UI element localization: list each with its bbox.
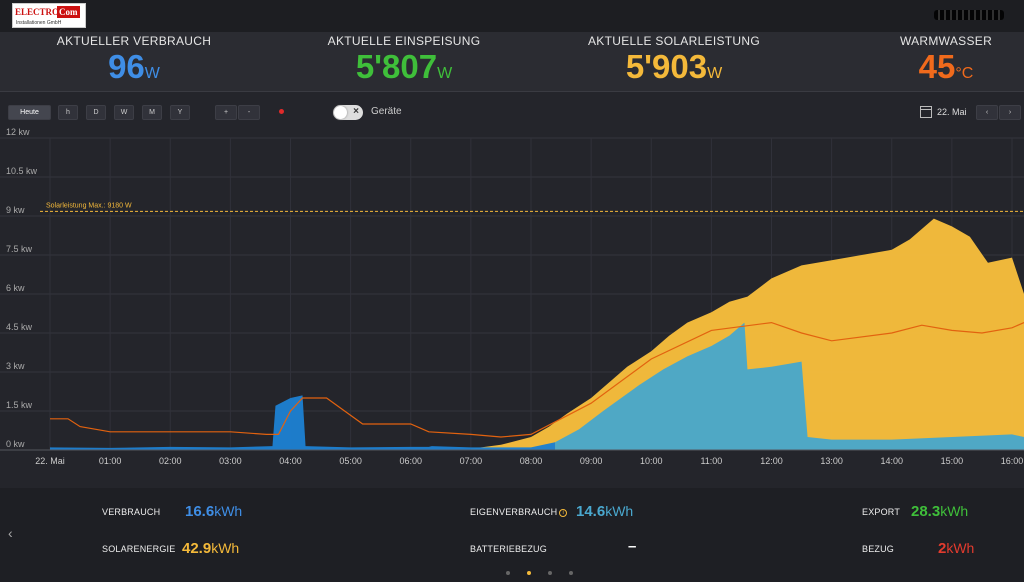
zoom-out-button[interactable]: - — [238, 105, 260, 120]
logo-text-1: ELECTRO — [15, 7, 60, 17]
x-tick-label: 10:00 — [640, 456, 663, 466]
toggle-off-icon: × — [353, 106, 359, 117]
top-bar: ELECTRO Com Installationen GmbH — [0, 0, 1024, 32]
today-button[interactable]: Heute — [8, 105, 51, 120]
y-tick-label: 0 kw — [6, 439, 25, 449]
summary-verbrauch-label: VERBRAUCH — [102, 507, 161, 517]
stat-warmwasser: WARMWASSER 45°C — [888, 32, 1004, 93]
summary-solar-label: SOLARENERGIE — [102, 544, 176, 554]
x-tick-label: 14:00 — [880, 456, 903, 466]
y-tick-label: 1.5 kw — [6, 400, 33, 410]
summary-bezug-value: 2kWh — [938, 540, 975, 557]
summary-bezug-label: BEZUG — [862, 544, 895, 554]
range-hour-button[interactable]: h — [58, 105, 78, 120]
y-tick-label: 12 kw — [6, 127, 30, 137]
x-tick-label: 22. Mai — [35, 456, 65, 466]
chart-toolbar: Heute h D W M Y + - ‹ › — [0, 100, 1024, 126]
y-tick-label: 3 kw — [6, 361, 25, 371]
series-area-solarleistung — [470, 218, 1024, 450]
stat-value: 5'807W — [355, 48, 453, 85]
summary-export-value: 28.3kWh — [911, 503, 969, 520]
x-tick-label: 04:00 — [279, 456, 302, 466]
toggle-knob — [334, 106, 347, 119]
y-tick-label: 4.5 kw — [6, 322, 33, 332]
devices-toggle-label: Geräte — [371, 106, 402, 117]
selected-date[interactable]: 22. Mai — [937, 107, 967, 117]
x-tick-label: 11:00 — [700, 456, 722, 466]
daily-summary — [0, 488, 1024, 582]
calendar-icon[interactable] — [920, 106, 932, 118]
x-tick-label: 09:00 — [580, 456, 603, 466]
range-week-button[interactable]: W — [114, 105, 134, 120]
range-day-button[interactable]: D — [86, 105, 106, 120]
logo-text-2: Com — [57, 6, 80, 18]
page-dot-4[interactable] — [569, 571, 573, 575]
stat-solarleistung: AKTUELLE SOLARLEISTUNG 5'903W — [588, 32, 760, 93]
x-tick-label: 06:00 — [399, 456, 422, 466]
prev-day-button[interactable]: ‹ — [976, 105, 998, 120]
summary-solar-value: 42.9kWh — [182, 540, 240, 557]
live-indicator-dot — [279, 109, 284, 114]
stat-value: 96W — [108, 48, 160, 85]
y-tick-label: 10.5 kw — [6, 166, 38, 176]
summary-eigen-value: 14.6kWh — [576, 503, 634, 520]
x-tick-label: 13:00 — [820, 456, 843, 466]
stat-label: AKTUELLE SOLARLEISTUNG — [588, 34, 760, 48]
back-arrow-icon[interactable]: ‹ — [8, 525, 13, 541]
power-chart[interactable]: 0 kw 1.5 kw 3 kw 4.5 kw 6 kw 7.5 kw 9 kw 10.5 k… — [0, 126, 1024, 471]
series-area-eigenverbrauch — [555, 322, 1024, 450]
y-tick-label: 7.5 kw — [6, 244, 33, 254]
page-dot-1[interactable] — [506, 571, 510, 575]
stat-label: AKTUELLE EINSPEISUNG — [327, 34, 481, 48]
summary-eigen-label: EIGENVERBRAUCH i — [470, 507, 568, 517]
x-tick-label: 12:00 — [760, 456, 783, 466]
page-dot-3[interactable] — [548, 571, 552, 575]
live-stats-bar: AKTUELLER VERBRAUCH 96W AKTUELLE EINSPEI… — [0, 32, 1024, 92]
user-name-redacted[interactable] — [934, 10, 1004, 20]
series-area-verbrauch — [50, 395, 556, 450]
devices-toggle[interactable]: × — [333, 105, 363, 120]
range-month-button[interactable]: M — [142, 105, 162, 120]
x-tick-label: 02:00 — [159, 456, 182, 466]
info-icon[interactable]: i — [559, 509, 568, 517]
page-dot-2[interactable] — [527, 571, 531, 575]
summary-verbrauch-value: 16.6kWh — [185, 503, 243, 520]
stat-label: AKTUELLER VERBRAUCH — [56, 34, 212, 48]
x-tick-label: 08:00 — [520, 456, 543, 466]
stat-value: 45°C — [918, 48, 974, 85]
company-logo[interactable]: ELECTRO Com Installationen GmbH — [12, 3, 86, 28]
summary-batterie-label: BATTERIEBEZUG — [470, 544, 547, 554]
y-tick-label: 6 kw — [6, 283, 25, 293]
x-tick-label: 16:00 — [1001, 456, 1024, 466]
stat-verbrauch: AKTUELLER VERBRAUCH 96W — [56, 32, 212, 93]
logo-subtext: Installationen GmbH — [16, 20, 62, 26]
zoom-in-button[interactable]: + — [215, 105, 237, 120]
stat-einspeisung: AKTUELLE EINSPEISUNG 5'807W — [324, 32, 484, 93]
stat-value: 5'903W — [625, 48, 723, 85]
x-tick-label: 01:00 — [99, 456, 122, 466]
range-year-button[interactable]: Y — [170, 105, 190, 120]
x-tick-label: 07:00 — [460, 456, 483, 466]
x-tick-label: 15:00 — [941, 456, 964, 466]
x-tick-label: 05:00 — [339, 456, 362, 466]
summary-export-label: EXPORT — [862, 507, 901, 517]
series-line-warmwasser — [50, 321, 1024, 438]
stat-label: WARMWASSER — [899, 34, 993, 48]
summary-batterie-value: – — [628, 538, 637, 555]
next-day-button[interactable]: › — [999, 105, 1021, 120]
solar-max-label: Solarleistung Max.: 9180 W — [46, 202, 132, 209]
x-tick-label: 03:00 — [219, 456, 242, 466]
y-tick-label: 9 kw — [6, 205, 25, 215]
